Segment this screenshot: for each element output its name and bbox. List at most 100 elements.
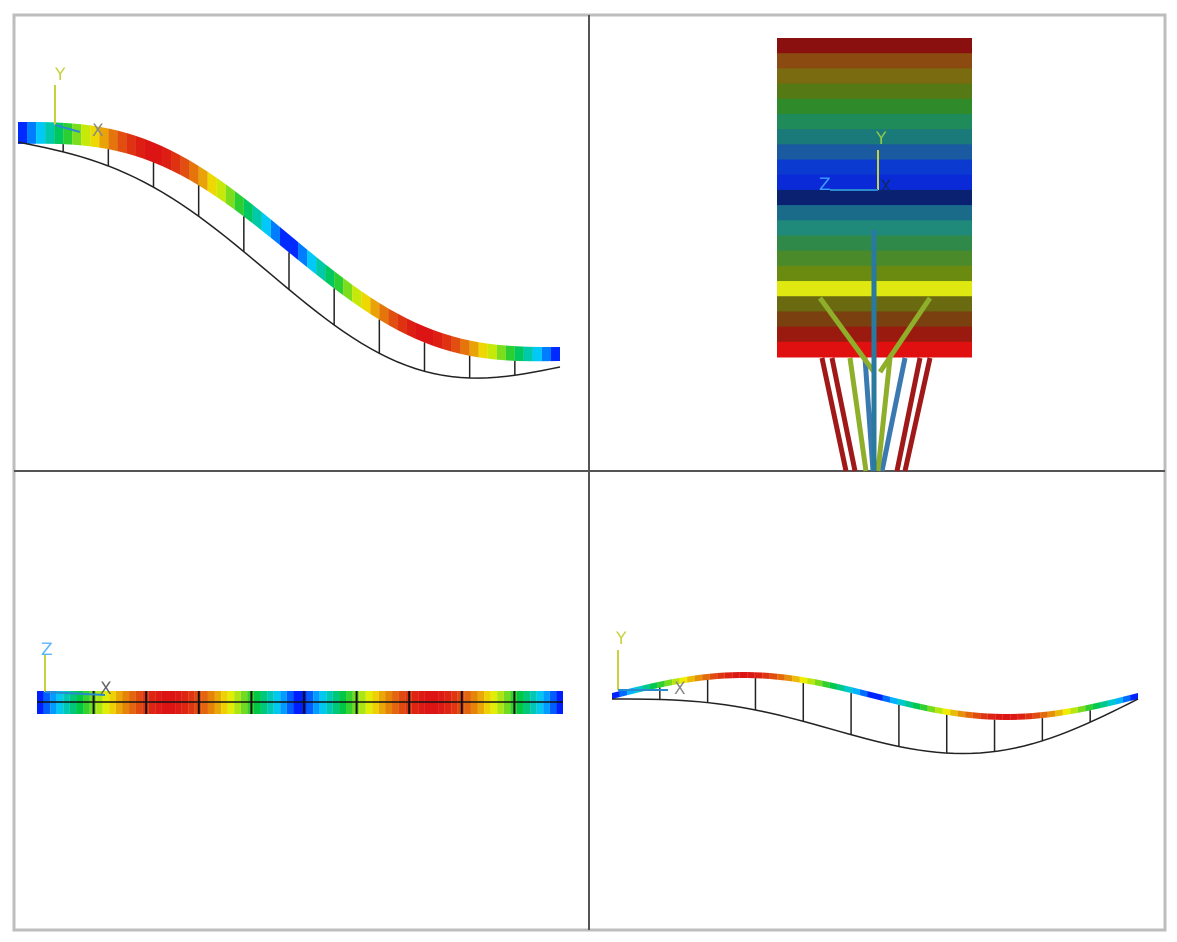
beam-segment <box>1047 710 1056 718</box>
beam-segment <box>844 685 853 694</box>
beam-segment <box>1055 709 1063 717</box>
beam-segment <box>792 675 800 683</box>
leg <box>819 357 849 472</box>
beam-segment <box>837 683 845 692</box>
band <box>777 189 972 206</box>
beam-segment <box>950 709 958 717</box>
leg <box>902 357 933 472</box>
beam-segment <box>162 146 172 171</box>
beam-segment <box>198 165 208 191</box>
axis-label: Y <box>875 129 887 149</box>
beam-segment <box>216 177 226 204</box>
leg <box>894 357 923 472</box>
band <box>777 205 972 221</box>
view-front <box>611 650 1139 755</box>
beam-segment <box>619 689 628 698</box>
beam-segment <box>972 712 981 719</box>
beam-segment <box>361 291 371 315</box>
beam-segment <box>433 330 443 350</box>
beam-segment <box>664 679 673 687</box>
beam-segment <box>352 284 362 309</box>
axis-label: X <box>880 177 892 197</box>
beam-segment <box>18 122 28 144</box>
beam-segment <box>905 700 913 709</box>
axis-label: Y <box>615 629 627 649</box>
leg <box>829 357 858 472</box>
beam-segment <box>81 124 91 147</box>
beam-segment <box>965 711 973 719</box>
beam-segment <box>1115 696 1123 705</box>
beam-segment <box>550 346 560 362</box>
beam-segment <box>460 338 470 356</box>
beam-segment <box>717 672 725 680</box>
beam-segment <box>261 212 271 238</box>
beam-segment <box>829 682 838 690</box>
beam-segment <box>442 333 452 352</box>
axis-label: Z <box>819 175 831 195</box>
beam-segment <box>99 126 109 150</box>
beam-segment <box>867 691 875 699</box>
beam-segment <box>478 342 488 359</box>
beam-segment <box>1002 713 1011 720</box>
beam-segment <box>1040 711 1048 719</box>
beam-segment <box>799 676 808 684</box>
beam-segment <box>54 122 64 145</box>
beam-segment <box>307 249 317 275</box>
beam-segment <box>388 308 398 330</box>
beam-segment <box>180 155 190 181</box>
leg <box>879 357 908 472</box>
beam-segment <box>415 322 425 343</box>
view-top <box>37 655 563 714</box>
beam-segment <box>523 346 533 362</box>
beam-segment <box>935 706 943 715</box>
axis-label: X <box>674 679 686 699</box>
beam-segment <box>90 125 100 148</box>
beam-segment <box>207 171 217 197</box>
band <box>777 53 972 69</box>
beam-segment <box>496 344 506 361</box>
beam-segment <box>1100 700 1108 709</box>
beam-segment <box>987 713 996 720</box>
beam-segment <box>822 680 830 689</box>
beam-segment <box>1085 703 1093 712</box>
beam-segment <box>316 256 326 282</box>
beam-segment <box>807 677 815 686</box>
axis-label: X <box>92 121 104 141</box>
leg <box>847 357 869 472</box>
beam-segment <box>1107 698 1116 707</box>
beam-segment <box>153 142 163 167</box>
beam-segment <box>108 128 118 152</box>
beam-segment <box>225 184 235 210</box>
beam-segment <box>995 713 1003 720</box>
beam-segment <box>397 313 407 335</box>
beam-segment <box>1025 712 1033 720</box>
beam-segment <box>875 693 883 701</box>
beam-segment <box>649 682 658 690</box>
beam-segment <box>27 122 37 144</box>
beam-segment <box>897 698 906 707</box>
beam-segment <box>1122 694 1131 703</box>
beam-segment <box>657 680 665 689</box>
beam-segment <box>687 675 695 683</box>
beam-segment <box>298 241 308 268</box>
beam-segment <box>942 708 951 716</box>
beam-segment <box>469 340 479 358</box>
beam-segment <box>679 676 688 684</box>
beam-segment <box>702 673 710 681</box>
beam-segment <box>126 132 136 156</box>
beam-segment <box>1070 706 1078 715</box>
beam-segment <box>1010 713 1018 720</box>
leg <box>877 296 933 374</box>
beam-segment <box>724 672 733 679</box>
beam-segment <box>694 674 703 682</box>
band <box>777 220 972 236</box>
view-iso <box>17 85 561 379</box>
axis-labels: Y X Y Z X Z X Y X <box>41 65 892 699</box>
beam-segment <box>612 691 620 699</box>
beam-segment <box>36 122 46 144</box>
beam-segment <box>144 138 154 163</box>
beam-segment <box>63 122 73 145</box>
beam-segment <box>279 227 289 253</box>
beam-segment <box>406 318 416 339</box>
